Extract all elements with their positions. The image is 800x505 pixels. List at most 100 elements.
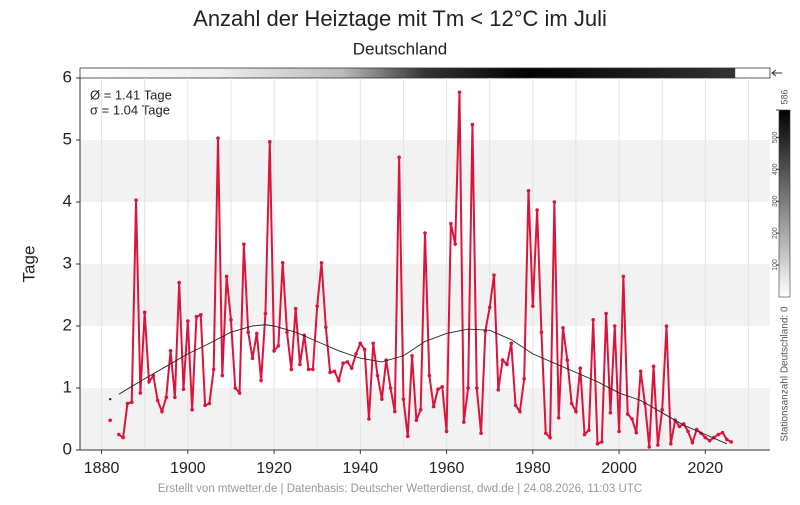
data-point	[203, 403, 207, 408]
data-point	[224, 274, 229, 279]
trend-line	[118, 324, 728, 445]
data-point	[487, 305, 492, 310]
data-point	[190, 407, 194, 412]
colorbar-tick-label: 200	[772, 227, 779, 239]
strip-arrow	[771, 69, 782, 77]
y-tick-label: 2	[63, 315, 72, 334]
data-point	[328, 370, 332, 375]
data-point	[660, 407, 664, 412]
data-point	[380, 397, 384, 401]
data-point	[147, 380, 151, 384]
data-point	[617, 429, 621, 434]
annotation: σ = 1.04 Tage	[90, 102, 170, 117]
data-point	[664, 324, 669, 328]
data-point	[134, 198, 138, 202]
colorbar-tick-label: 400	[772, 163, 779, 175]
data-point	[647, 445, 652, 449]
data-point	[255, 331, 259, 336]
data-point	[720, 430, 725, 435]
data-point	[259, 378, 263, 383]
data-point	[186, 319, 190, 323]
data-point	[306, 367, 311, 372]
data-point	[535, 208, 539, 212]
colorbar-label: Stationsanzahl Deutschland: 0	[780, 306, 791, 442]
data-point	[367, 417, 371, 421]
data-point	[168, 349, 173, 353]
data-point	[565, 358, 570, 362]
band	[80, 388, 770, 450]
data-point	[604, 311, 608, 316]
data-point	[332, 369, 337, 374]
data-point	[401, 397, 406, 401]
data-point	[164, 395, 169, 400]
data-point	[638, 369, 643, 374]
data-point	[362, 347, 367, 352]
data-point	[582, 432, 587, 437]
data-point	[587, 428, 591, 432]
data-point	[358, 341, 363, 346]
data-point	[656, 443, 660, 447]
data-point	[453, 242, 457, 246]
data-point	[414, 418, 419, 423]
y-tick-label: 6	[63, 67, 72, 86]
data-point	[129, 400, 134, 405]
data-point	[561, 326, 565, 330]
data-point	[457, 90, 462, 95]
data-point	[669, 442, 673, 446]
data-point	[375, 373, 380, 378]
footer: Erstellt von mtwetter.de | Datenbasis: D…	[158, 483, 642, 495]
data-point	[242, 242, 246, 246]
x-tick-label: 1940	[343, 460, 379, 477]
data-point	[198, 313, 203, 317]
data-point	[336, 378, 341, 383]
data-point	[729, 440, 733, 444]
data-point	[505, 362, 509, 367]
data-point	[211, 367, 216, 372]
data-point	[289, 367, 294, 372]
data-point	[267, 140, 272, 144]
data-point	[707, 438, 712, 443]
data-point	[311, 367, 315, 372]
data-point	[237, 391, 242, 395]
band	[80, 140, 770, 202]
chart-title: Anzahl der Heiztage mit Tm < 12°C im Jul…	[193, 6, 607, 31]
data-point	[595, 442, 600, 446]
data-point	[397, 155, 401, 160]
data-point	[319, 260, 324, 265]
colorbar-tick-label: 500	[772, 132, 779, 144]
y-tick-label: 1	[63, 377, 72, 396]
data-point	[474, 386, 479, 390]
data-point	[142, 310, 147, 315]
data-point	[121, 435, 125, 440]
data-point	[280, 260, 285, 265]
data-point	[160, 409, 164, 414]
data-point	[440, 384, 445, 389]
data-point	[125, 401, 130, 406]
data-point	[155, 398, 160, 403]
data-point	[556, 415, 561, 420]
x-tick-label: 2000	[601, 460, 637, 477]
data-point	[371, 341, 376, 346]
data-point	[194, 314, 199, 319]
data-point	[574, 409, 578, 414]
data-point	[388, 386, 393, 390]
y-tick-label: 5	[63, 129, 72, 148]
data-point	[233, 386, 238, 390]
data-point	[513, 403, 518, 408]
trend-point	[108, 397, 112, 401]
chart-subtitle: Deutschland	[353, 39, 448, 58]
data-point	[725, 437, 729, 442]
data-point	[449, 221, 453, 226]
data-point	[173, 395, 177, 400]
data-point	[552, 200, 557, 204]
data-point	[634, 430, 639, 435]
x-tick-label: 1880	[84, 460, 120, 477]
data-point	[285, 330, 289, 335]
colorbar-tick-label: 100	[772, 259, 779, 271]
data-point	[526, 189, 531, 193]
x-tick-label: 1900	[170, 460, 206, 477]
data-point	[108, 418, 112, 423]
data-point	[341, 361, 345, 366]
data-point	[470, 122, 475, 127]
data-point	[229, 318, 233, 322]
